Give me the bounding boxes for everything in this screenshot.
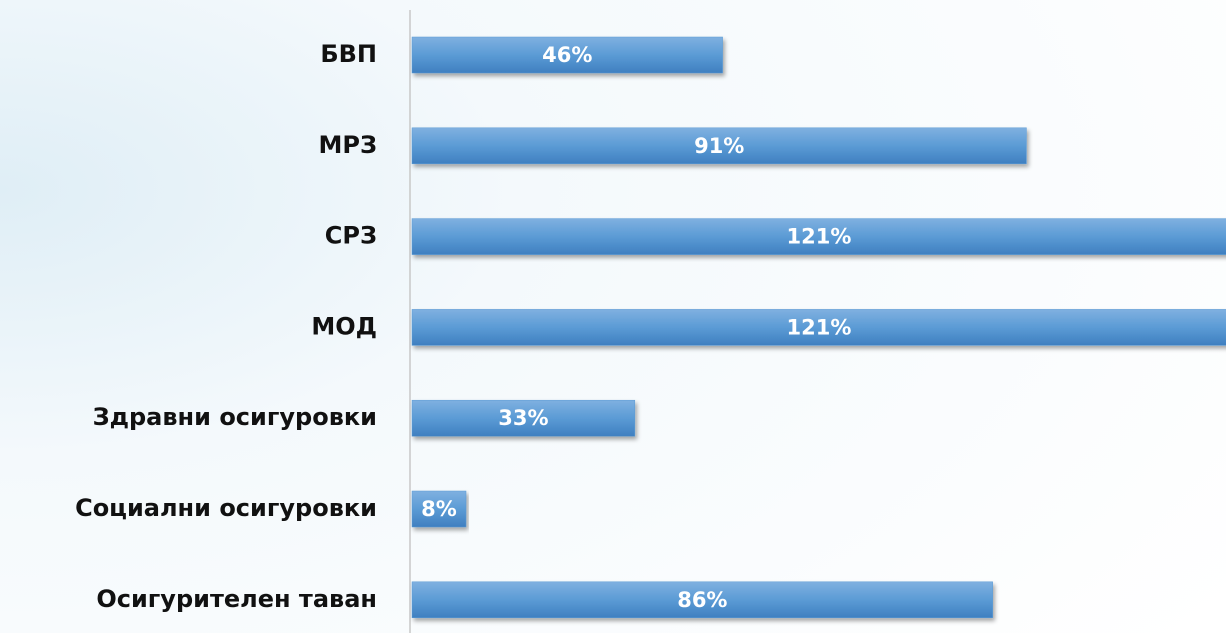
value-label: 46%: [542, 43, 592, 67]
value-label: 86%: [677, 588, 727, 612]
category-label: МОД: [311, 312, 377, 340]
value-label: 91%: [694, 134, 744, 158]
bar: [411, 218, 1226, 255]
bar: [411, 581, 993, 619]
bar: [411, 127, 1027, 165]
category-label: СРЗ: [325, 222, 377, 250]
category-label: БВП: [320, 40, 377, 68]
bar: [411, 36, 723, 74]
value-label: 33%: [498, 406, 548, 430]
category-label: Социални осигуровки: [75, 494, 377, 522]
bar: [411, 399, 636, 437]
value-label: 121%: [787, 315, 852, 339]
bar: [411, 490, 467, 528]
value-label: 121%: [787, 225, 852, 249]
category-label: Здравни осигуровки: [93, 403, 377, 431]
bar: [411, 309, 1226, 346]
category-label: Осигурителен таван: [96, 585, 377, 613]
category-label: МРЗ: [318, 131, 377, 159]
value-label: 8%: [421, 497, 457, 521]
